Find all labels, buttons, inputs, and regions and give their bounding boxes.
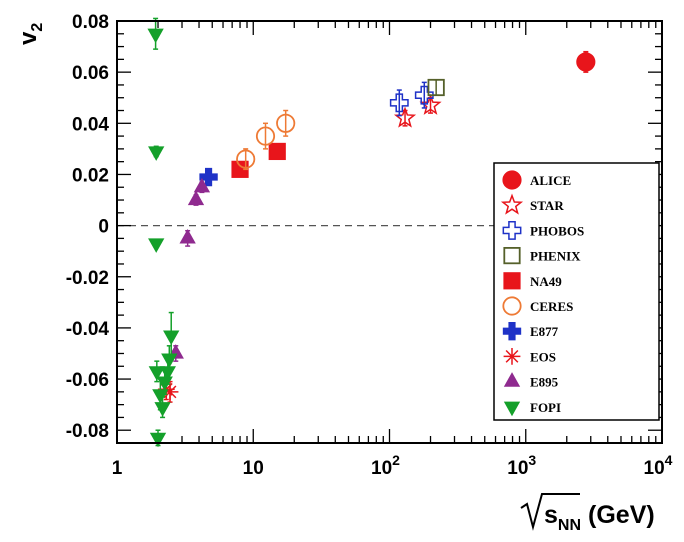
data-point: [236, 149, 256, 169]
y-tick-label: 0.04: [72, 114, 109, 135]
legend-label: PHENIX: [530, 249, 581, 264]
y-axis-title-sub: 2: [29, 23, 46, 32]
legend-item-star: STAR: [500, 193, 564, 215]
data-point: [149, 432, 167, 448]
data-point: [427, 78, 445, 97]
legend-label: E895: [530, 375, 559, 390]
legend-marker: [500, 193, 524, 215]
data-point: [154, 402, 171, 417]
data-point: [276, 113, 296, 133]
data-point: [187, 190, 205, 206]
x-tick-label-exponent: 3: [528, 452, 536, 468]
data-point: [576, 52, 596, 72]
series-ceres: [236, 109, 296, 171]
x-tick-label: 1: [112, 458, 123, 479]
legend: ALICE STAR PHOBOS PHENIX NA49 CERES E877 EOS E89…: [493, 162, 660, 421]
x-tick-label-exponent: 2: [392, 452, 400, 468]
x-axis-title-text: sNN (GeV): [544, 501, 655, 534]
legend-marker: [503, 348, 521, 365]
series-alice: [576, 50, 596, 73]
y-tick-label: 0.02: [72, 165, 109, 186]
x-axis-title-sub: NN: [558, 517, 581, 534]
data-point: [148, 238, 165, 253]
legend-marker: [502, 296, 522, 316]
data-point: [147, 28, 164, 44]
y-tick-label: -0.04: [66, 319, 110, 340]
y-tick-label: -0.02: [66, 268, 109, 289]
legend-item-na49: NA49: [503, 272, 562, 290]
x-axis-title-unit: (GeV): [588, 501, 655, 529]
legend-label: E877: [530, 324, 559, 339]
legend-box: [493, 162, 660, 421]
legend-label: FOPI: [530, 400, 561, 415]
data-point: [161, 353, 178, 369]
legend-item-phobos: PHOBOS: [502, 220, 584, 240]
x-tick-label-base: 10: [371, 458, 392, 479]
legend-item-alice: ALICE: [502, 170, 571, 190]
plot-area: 0.08 0.06 0.04 0.02 0 -0.02 -0.04 -0.06 -0.08 1 1…: [66, 12, 673, 479]
series-na49: [231, 142, 286, 178]
data-point: [163, 330, 180, 346]
legend-item-e895: E895: [503, 372, 559, 390]
series-phenix: [427, 78, 445, 97]
y-tick-label: 0.06: [72, 63, 109, 84]
y-axis-title-main: v: [15, 31, 42, 45]
legend-label: PHOBOS: [530, 223, 584, 238]
x-tick-label: 10: [243, 458, 264, 479]
x-axis-title-main: s: [544, 501, 558, 529]
legend-item-phenix: PHENIX: [503, 246, 581, 265]
data-point: [148, 366, 165, 381]
x-tick-label-exponent: 4: [665, 452, 673, 468]
legend-label: EOS: [530, 349, 556, 364]
legend-item-ceres: CERES: [502, 296, 573, 316]
legend-marker: [503, 372, 521, 387]
data-series: [147, 17, 596, 448]
legend-marker: [502, 170, 522, 190]
legend-item-fopi: FOPI: [503, 400, 561, 417]
data-point: [255, 126, 276, 146]
plot-frame: [116, 20, 663, 444]
legend-label: CERES: [530, 299, 573, 314]
x-tick-label: 104: [644, 452, 673, 479]
data-point: [193, 177, 211, 193]
sqrt-symbol: [520, 493, 580, 531]
y-tick-label: -0.08: [66, 421, 109, 442]
x-tick-label-base: 10: [507, 458, 528, 479]
series-e877: [199, 167, 218, 187]
legend-item-eos: EOS: [503, 348, 556, 365]
legend-label: NA49: [530, 274, 562, 289]
data-point: [199, 167, 218, 187]
legend-marker: [503, 401, 521, 417]
data-point: [414, 85, 434, 105]
data-point: [148, 146, 165, 161]
legend-marker: [502, 322, 522, 341]
y-tick-label: -0.06: [66, 370, 109, 391]
y-tick-label: 0.08: [72, 12, 109, 33]
series-phobos: [389, 81, 434, 117]
data-point: [179, 228, 196, 244]
y-axis-title: v2: [15, 23, 46, 45]
legend-marker: [503, 272, 521, 290]
series-e895: [167, 177, 211, 362]
data-point: [159, 366, 176, 381]
x-tick-label: 102: [371, 452, 400, 479]
x-tick-label-base: 10: [644, 458, 665, 479]
legend-marker: [503, 246, 521, 265]
legend-label: ALICE: [530, 173, 571, 188]
x-axis-title: sNN (GeV): [520, 493, 655, 534]
data-point: [268, 142, 286, 161]
legend-marker: [502, 220, 522, 240]
data-point: [389, 93, 409, 113]
x-tick-label: 103: [507, 452, 536, 479]
x-axis-ticks: 1 10 102 103 104: [112, 21, 673, 479]
data-point: [161, 383, 179, 401]
series-fopi: [147, 17, 180, 448]
y-tick-label: 0: [98, 217, 109, 238]
legend-item-e877: E877: [502, 322, 559, 341]
legend-label: STAR: [530, 198, 564, 213]
